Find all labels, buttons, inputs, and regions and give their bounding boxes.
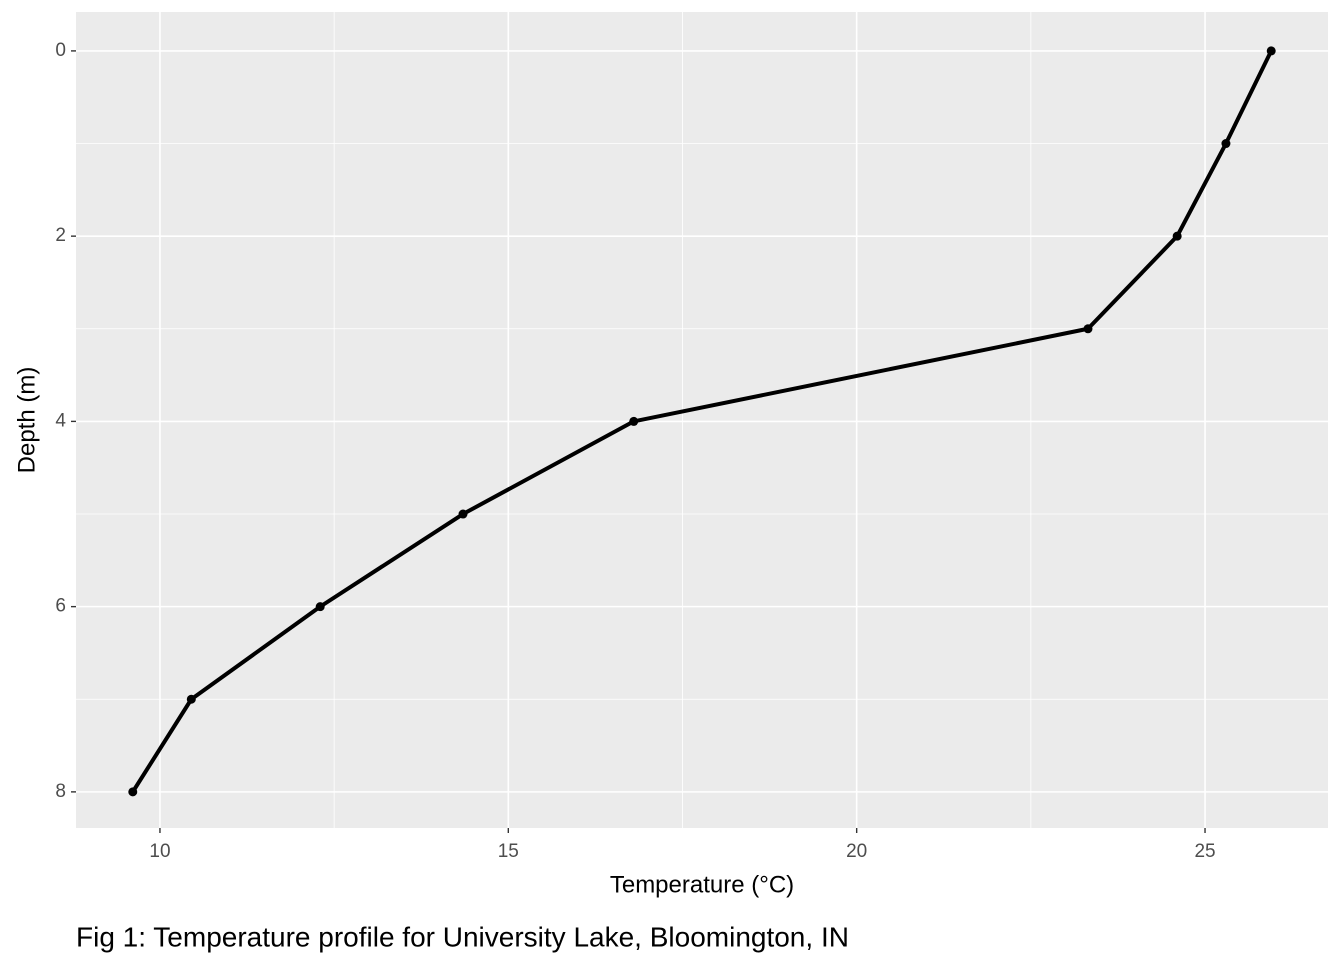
x-tick-label: 20: [846, 841, 867, 862]
y-tick-label: 4: [55, 410, 66, 431]
panel: [76, 12, 1328, 828]
point: [186, 694, 196, 704]
y-axis-title: Depth (m): [13, 367, 40, 474]
x-tick-label: 15: [498, 841, 519, 862]
y-tick-label: 8: [55, 781, 66, 802]
point: [1172, 231, 1182, 241]
x-tick-label: 10: [149, 841, 170, 862]
y-tick-label: 0: [55, 40, 66, 61]
point: [1266, 46, 1276, 56]
x-axis-title: Temperature (°C): [610, 871, 794, 898]
point: [458, 509, 468, 519]
y-tick-label: 6: [55, 596, 66, 617]
x-tick-label: 25: [1194, 841, 1215, 862]
point: [315, 602, 325, 612]
caption: Fig 1: Temperature profile for Universit…: [76, 921, 849, 952]
point: [1083, 324, 1093, 334]
point: [128, 787, 138, 797]
point: [629, 416, 639, 426]
y-tick-label: 2: [55, 225, 66, 246]
point: [1221, 139, 1231, 149]
